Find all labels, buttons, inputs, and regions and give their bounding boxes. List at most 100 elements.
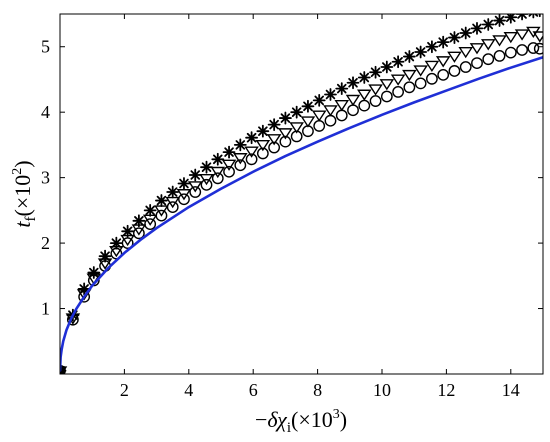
- star-marker-stroke: [336, 83, 347, 94]
- star-marker: [177, 177, 191, 190]
- triangle-marker: [447, 51, 462, 63]
- triangle-marker: [233, 153, 248, 165]
- circle-marker: [313, 120, 326, 132]
- y-label-symbol: t: [10, 221, 35, 228]
- star-marker-stroke: [179, 178, 189, 189]
- star-marker-stroke: [506, 14, 516, 23]
- series-star: [60, 14, 543, 374]
- circle-marker: [437, 68, 450, 81]
- circle-marker: [533, 42, 543, 55]
- circle-marker: [335, 109, 348, 122]
- star-marker-stroke: [134, 216, 144, 226]
- star-marker: [515, 14, 529, 21]
- triangle-marker: [278, 128, 293, 140]
- triangle-marker: [402, 69, 417, 82]
- star-marker: [504, 14, 518, 24]
- star-marker: [155, 194, 168, 207]
- star-marker: [290, 105, 304, 119]
- x-tick-label: 8: [313, 380, 322, 400]
- star-marker: [528, 14, 539, 19]
- circle-marker: [471, 57, 483, 69]
- star-marker-stroke: [291, 107, 302, 117]
- triangle-marker: [435, 56, 451, 68]
- star-marker: [402, 50, 416, 63]
- circle-marker: [78, 290, 91, 303]
- star-marker: [425, 40, 439, 54]
- circle-marker: [132, 227, 145, 240]
- triangle-marker: [469, 43, 485, 55]
- star-marker-stroke: [156, 195, 167, 206]
- circle-marker: [290, 130, 303, 143]
- x-label-symbol: δχ: [267, 407, 288, 432]
- x-tick-label: 6: [249, 380, 258, 400]
- star-marker: [346, 76, 360, 90]
- star-marker: [357, 71, 371, 84]
- circle-marker: [392, 85, 404, 98]
- star-marker: [324, 88, 337, 101]
- star-marker-stroke: [280, 113, 291, 123]
- x-label-prefix: −: [255, 407, 267, 432]
- circle-marker: [516, 44, 528, 56]
- star-marker-stroke: [370, 67, 381, 78]
- triangle-marker: [323, 105, 338, 117]
- y-tick-label: 2: [41, 233, 50, 253]
- circle-marker: [223, 165, 235, 178]
- circle-marker: [527, 42, 540, 54]
- triangle-marker: [199, 173, 214, 186]
- star-marker-stroke: [460, 28, 471, 38]
- circle-marker: [234, 159, 247, 172]
- x-axis-label: −δχi(×103): [255, 407, 347, 436]
- triangle-marker: [210, 166, 226, 179]
- star-marker-stroke: [258, 126, 268, 136]
- triangle-marker: [424, 60, 440, 73]
- y-label-subscript: f: [23, 216, 39, 221]
- circle-marker: [380, 90, 393, 103]
- triangle-marker: [379, 79, 395, 91]
- circle-marker: [459, 61, 472, 73]
- star-marker-stroke: [145, 205, 155, 216]
- star-marker-stroke: [449, 32, 460, 43]
- star-marker: [143, 203, 157, 217]
- star-marker-stroke: [483, 19, 494, 30]
- star-marker-stroke: [235, 140, 246, 150]
- x-tick-label: 2: [120, 380, 129, 400]
- triangle-marker: [120, 234, 135, 247]
- triangle-marker: [255, 139, 271, 152]
- star-marker-stroke: [528, 14, 533, 17]
- star-marker: [448, 31, 461, 44]
- star-marker: [414, 45, 428, 59]
- y-tick-label: 4: [41, 102, 50, 122]
- series-line: [60, 55, 543, 373]
- star-marker-stroke: [404, 51, 415, 62]
- star-marker: [470, 21, 484, 35]
- triangle-marker: [413, 65, 428, 77]
- triangle-marker: [221, 159, 237, 171]
- star-marker-stroke: [438, 37, 448, 47]
- triangle-marker: [97, 258, 113, 270]
- star-marker: [233, 138, 247, 152]
- x-label-subscript: i: [287, 420, 291, 436]
- triangle-marker: [334, 100, 350, 112]
- star-marker-stroke: [472, 23, 482, 34]
- star-marker-stroke: [494, 15, 505, 26]
- triangle-marker: [458, 47, 474, 59]
- star-marker-stroke: [111, 238, 122, 248]
- y-tick-label: 1: [41, 299, 50, 319]
- circle-marker: [155, 209, 168, 222]
- star-marker: [222, 145, 236, 159]
- star-marker: [481, 18, 495, 31]
- triangle-marker: [390, 74, 406, 86]
- axis-ticks: [60, 14, 543, 374]
- y-tick-label: 5: [41, 37, 50, 57]
- star-marker-stroke: [314, 95, 324, 106]
- x-label-scale: (×10: [291, 407, 333, 432]
- star-marker-stroke: [382, 62, 392, 72]
- x-tick-label: 4: [184, 380, 193, 400]
- circle-marker: [324, 114, 337, 127]
- star-marker: [200, 160, 213, 174]
- star-marker-stroke: [269, 119, 279, 130]
- triangle-marker: [311, 110, 327, 122]
- circle-marker: [121, 237, 134, 249]
